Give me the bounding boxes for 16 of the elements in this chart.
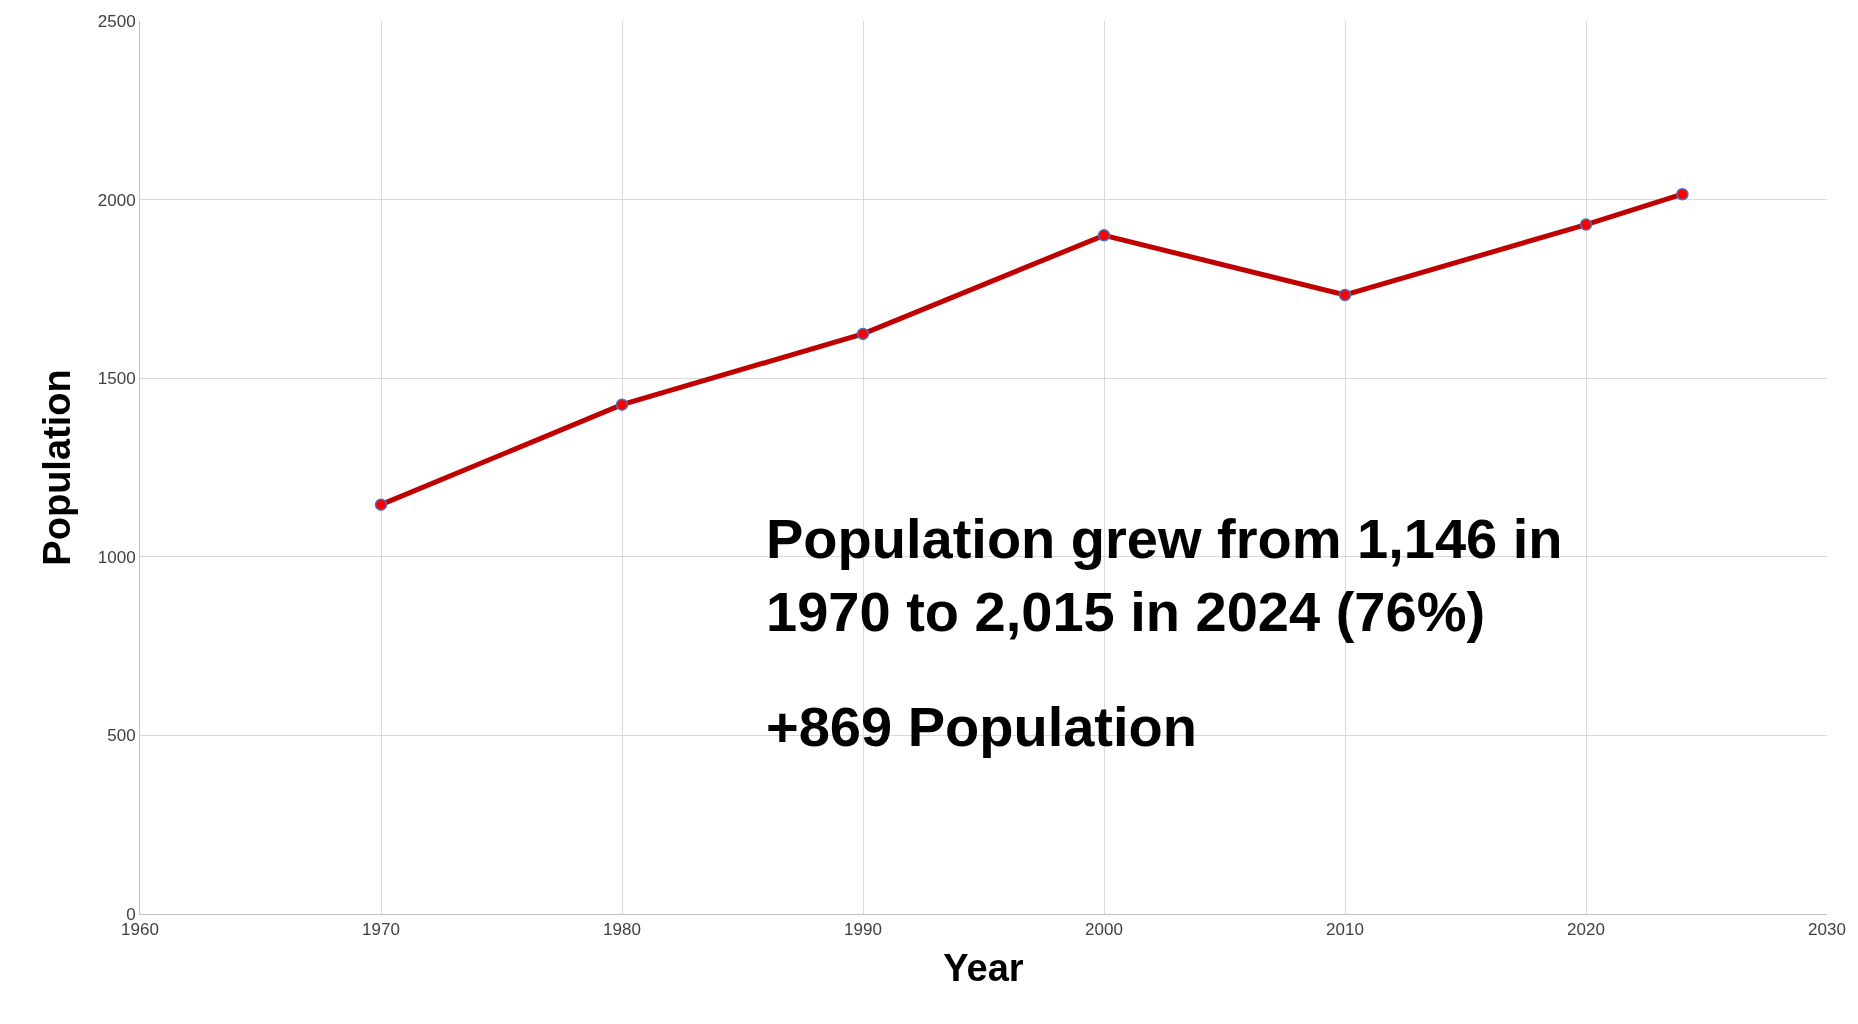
- annotation: Population grew from 1,146 in 1970 to 2,015 in 2024 (76%): [766, 507, 1563, 643]
- y-axis-title: Population: [35, 369, 78, 566]
- y-tick-label: 500: [107, 726, 136, 746]
- x-axis-title: Year: [943, 946, 1024, 989]
- y-tick-label: 2000: [97, 190, 136, 210]
- x-tick-label: 2010: [1326, 920, 1364, 940]
- y-tick-label: 1000: [97, 547, 136, 567]
- x-tick-label: 1990: [844, 920, 882, 940]
- x-tick-label: 2030: [1808, 920, 1846, 940]
- x-tick-label: 1970: [362, 920, 400, 940]
- x-tick-label: 2000: [1085, 920, 1123, 940]
- x-tick-label: 2020: [1567, 920, 1605, 940]
- y-tick-label: 2500: [97, 11, 136, 31]
- annotation: +869 Population: [766, 695, 1197, 758]
- x-tick-label: 1980: [603, 920, 641, 940]
- y-tick-label: 1500: [97, 369, 136, 389]
